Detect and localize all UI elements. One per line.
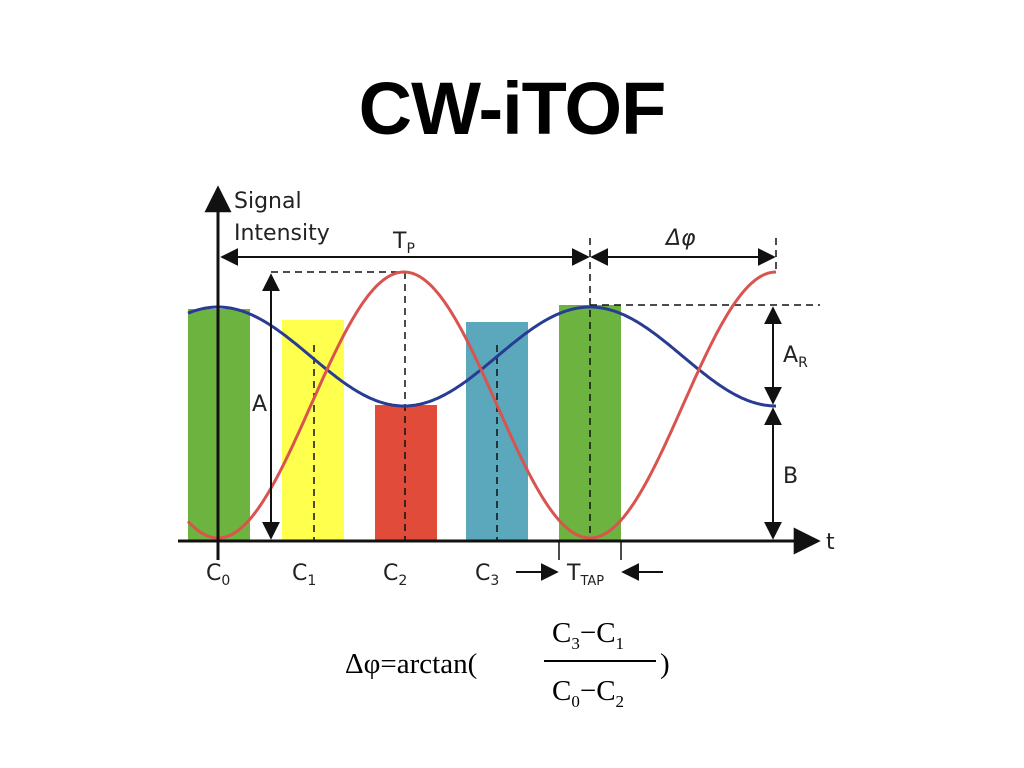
- formula-numerator: C3−C1: [552, 617, 624, 653]
- amplitude-label: A: [252, 392, 267, 417]
- formula-denominator: C0−C2: [552, 675, 624, 711]
- emitted-signal-curve: [186, 270, 777, 540]
- tap-bar-c2: [375, 405, 437, 541]
- formula-close-paren: ): [660, 648, 670, 680]
- received-amp-label: AR: [783, 343, 808, 371]
- tap-label-c3: C3: [475, 561, 499, 589]
- formula-lhs: Δφ=arctan(: [345, 648, 477, 680]
- x-axis-label: t: [826, 530, 835, 555]
- tap-label-c2: C2: [383, 561, 407, 589]
- y-axis-label-line2: Intensity: [234, 221, 330, 246]
- phase-label: Δφ: [664, 226, 696, 251]
- y-axis-label-line1: Signal: [234, 189, 302, 214]
- tap-label-c0: C0: [206, 561, 230, 589]
- slide-title: CW-iTOF: [358, 67, 667, 150]
- tap-label-c1: C1: [292, 561, 316, 589]
- offset-label: B: [783, 464, 798, 489]
- period-label: TP: [392, 229, 415, 257]
- tap-width-label: TTAP: [566, 561, 604, 589]
